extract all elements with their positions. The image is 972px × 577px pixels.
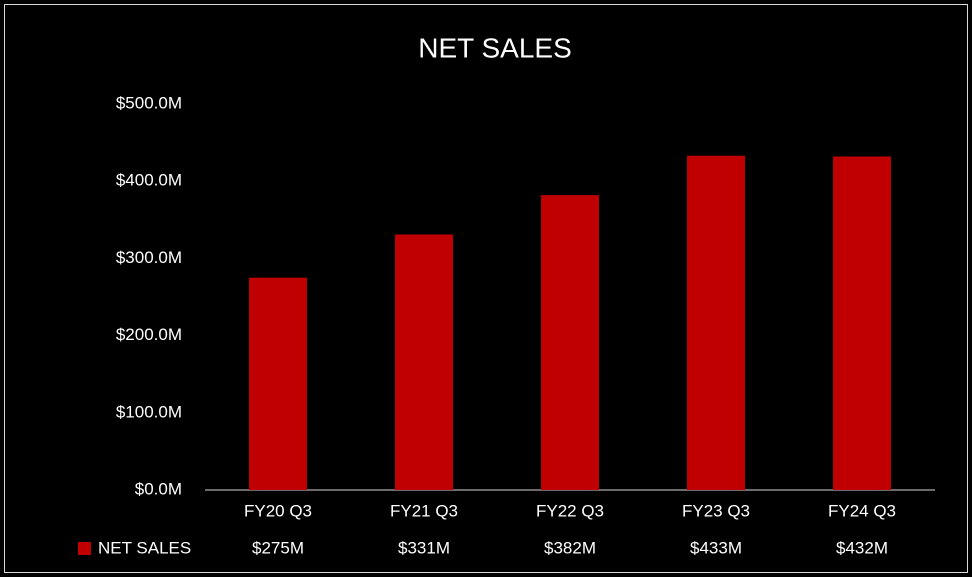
legend-swatch [78,542,91,555]
y-tick-label: $500.0M [116,93,182,112]
chart-border [4,4,968,573]
chart-title: NET SALES [418,32,572,63]
bar [541,195,599,490]
x-tick-label: FY20 Q3 [244,501,312,520]
y-tick-label: $100.0M [116,402,182,421]
x-tick-label: FY23 Q3 [682,501,750,520]
data-table-value: $275M [252,538,304,557]
bar [395,234,453,490]
x-tick-label: FY21 Q3 [390,501,458,520]
bar [687,155,745,490]
y-tick-label: $300.0M [116,248,182,267]
data-table-value: $433M [690,538,742,557]
data-table-value: $382M [544,538,596,557]
x-tick-label: FY24 Q3 [828,501,896,520]
data-table-value: $331M [398,538,450,557]
data-table-value: $432M [836,538,888,557]
x-tick-label: FY22 Q3 [536,501,604,520]
y-tick-label: $0.0M [135,479,182,498]
y-tick-label: $200.0M [116,325,182,344]
bar [833,156,891,490]
y-tick-label: $400.0M [116,171,182,190]
legend-label: NET SALES [98,538,191,557]
bar [249,277,307,490]
